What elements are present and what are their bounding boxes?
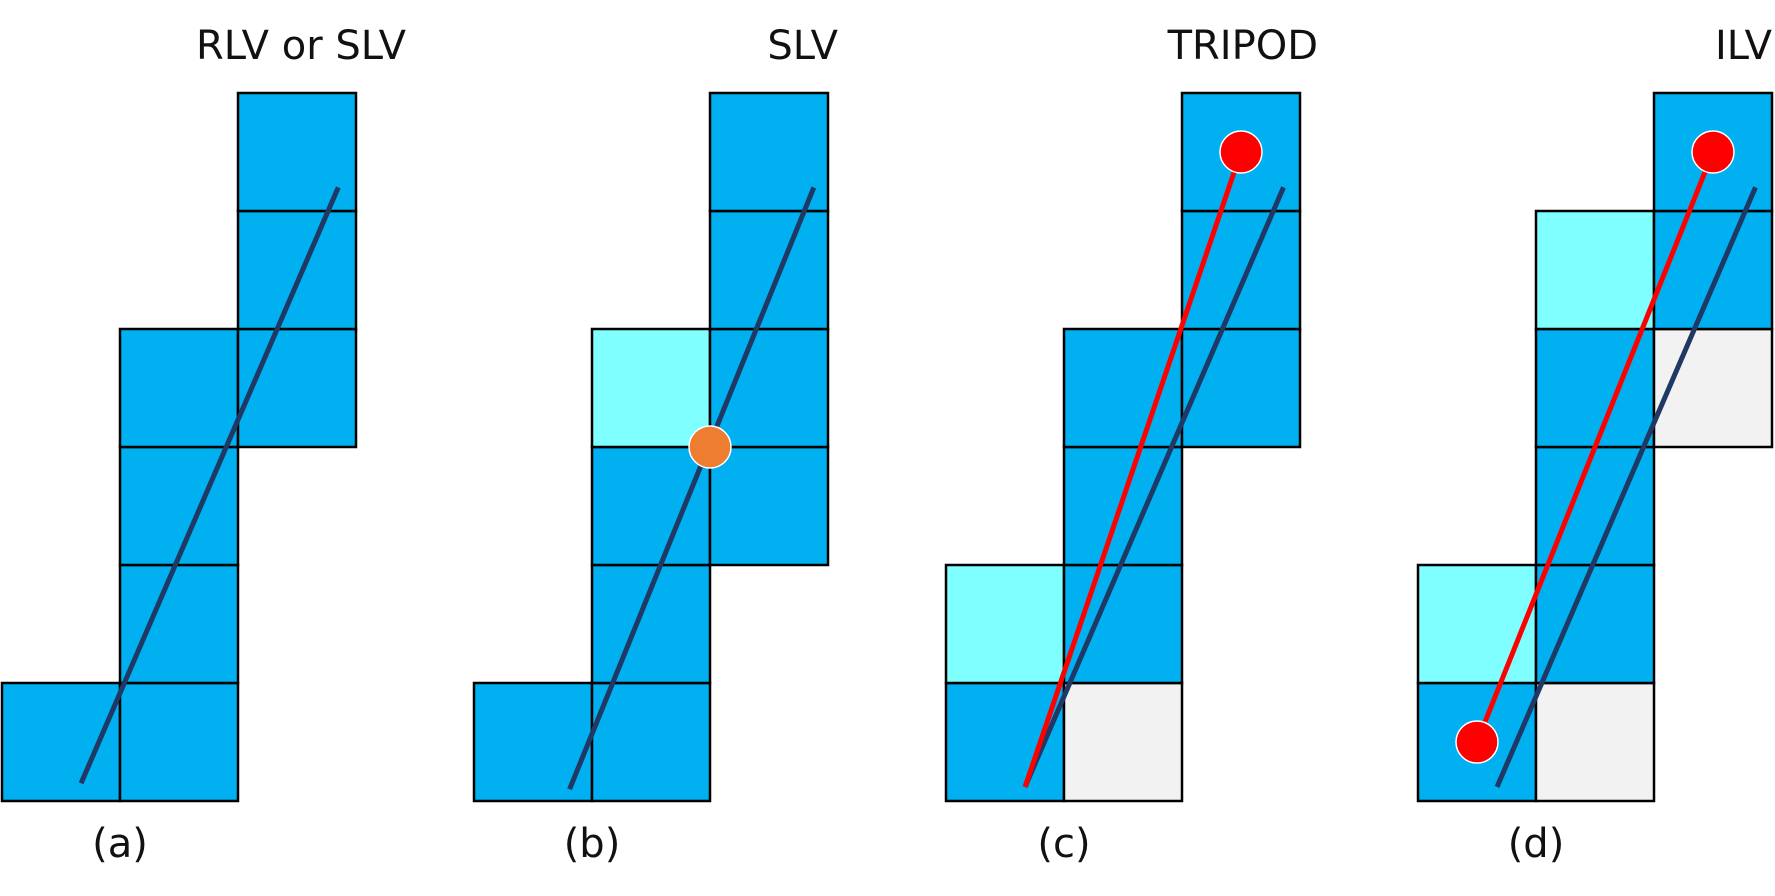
panel-caption-a: (a) xyxy=(92,821,148,867)
panel-title-b: SLV xyxy=(767,23,838,69)
grid-cell-blue xyxy=(236,327,358,449)
grid-cell-blue xyxy=(1534,563,1656,685)
grid-cell-blue xyxy=(0,681,122,803)
red-segment xyxy=(1474,151,1716,743)
grid-cell-blue xyxy=(1062,563,1184,685)
grid-cell-gray xyxy=(1062,681,1184,803)
grid-cell-cyan xyxy=(944,563,1066,685)
navy-ray xyxy=(78,186,341,785)
panel-title-d: ILV xyxy=(1714,23,1772,69)
panel-title-c: TRIPOD xyxy=(1167,23,1318,69)
grid-cell-gray xyxy=(1652,327,1774,449)
navy-ray xyxy=(1494,186,1758,788)
grid-cell-blue xyxy=(708,209,830,331)
grid-cell-blue xyxy=(1652,209,1774,331)
grid-cell-cyan xyxy=(1416,563,1538,685)
grid-cell-blue xyxy=(118,327,240,449)
navy-ray xyxy=(1022,186,1286,788)
red-point xyxy=(1455,720,1499,764)
red-point xyxy=(1691,130,1735,174)
grid-cell-blue xyxy=(708,91,830,213)
grid-cell-blue xyxy=(590,681,712,803)
orange-point xyxy=(688,425,732,469)
grid-cell-cyan xyxy=(590,327,712,449)
panel-caption-d: (d) xyxy=(1507,821,1565,867)
panel-b xyxy=(472,91,830,803)
red-segment xyxy=(1022,151,1244,788)
panel-caption-b: (b) xyxy=(563,821,621,867)
panel-a xyxy=(0,91,358,803)
grid-cell-gray xyxy=(1534,681,1656,803)
grid-cell-blue xyxy=(1180,327,1302,449)
grid-cell-blue xyxy=(1062,327,1184,449)
grid-cell-blue xyxy=(118,563,240,685)
grid-cell-blue xyxy=(118,681,240,803)
grid-cell-blue xyxy=(590,445,712,567)
navy-ray xyxy=(567,186,817,791)
grid-cell-blue xyxy=(708,327,830,449)
panel-caption-c: (c) xyxy=(1037,821,1091,867)
panel-d xyxy=(1416,91,1774,803)
grid-cell-blue xyxy=(236,209,358,331)
panel-c xyxy=(944,91,1302,803)
grid-cell-blue xyxy=(708,445,830,567)
red-point xyxy=(1219,130,1263,174)
grid-cell-cyan xyxy=(1534,209,1656,331)
panel-title-a: RLV or SLV xyxy=(195,23,406,69)
